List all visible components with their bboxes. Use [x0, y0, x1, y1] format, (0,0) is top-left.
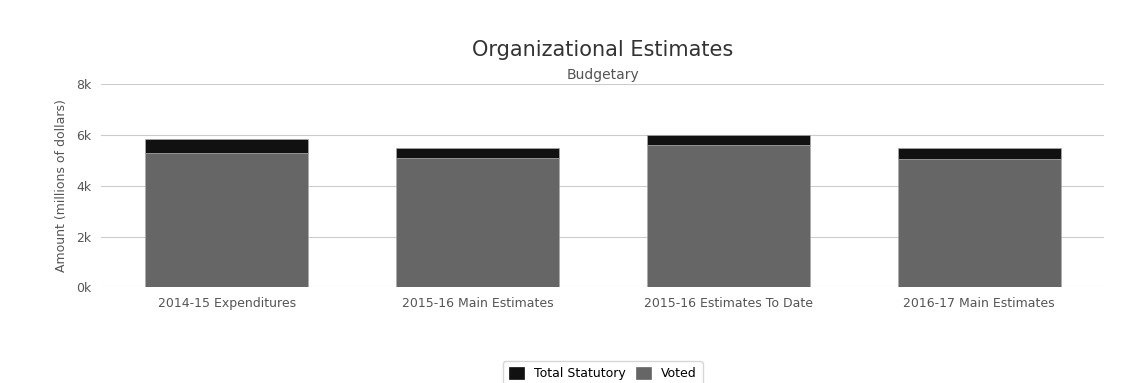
Bar [897, 148, 1061, 159]
Bar [647, 135, 810, 145]
Text: Budgetary: Budgetary [567, 68, 639, 82]
Bar [647, 145, 810, 287]
Bar [145, 139, 309, 153]
Bar [145, 153, 309, 287]
Y-axis label: Amount (millions of dollars): Amount (millions of dollars) [55, 99, 68, 272]
Legend: Total Statutory, Voted: Total Statutory, Voted [503, 361, 703, 383]
Bar [897, 159, 1061, 287]
Text: Organizational Estimates: Organizational Estimates [472, 40, 734, 60]
Bar [396, 148, 559, 158]
Bar [396, 158, 559, 287]
